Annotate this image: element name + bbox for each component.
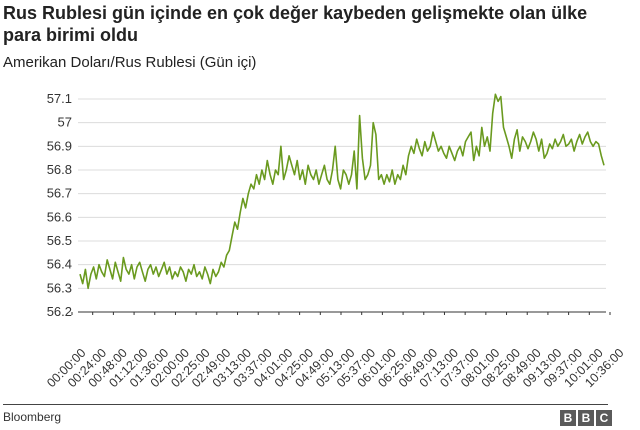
logo-letter-b1: B bbox=[560, 410, 576, 426]
footer-divider bbox=[3, 404, 608, 405]
y-tick-label: 57 bbox=[58, 115, 72, 130]
y-tick-label: 57.1 bbox=[47, 91, 72, 106]
y-tick-label: 56.6 bbox=[47, 209, 72, 224]
chart-subtitle: Amerikan Doları/Rus Rublesi (Gün içi) bbox=[3, 54, 257, 71]
y-tick-label: 56.4 bbox=[47, 257, 72, 272]
chart-title: Rus Rublesi gün içinde en çok değer kayb… bbox=[3, 3, 588, 45]
grid-lines bbox=[78, 98, 606, 313]
source-label: Bloomberg bbox=[3, 410, 62, 424]
line-chart: 57.1 57 56.9 56.8 56.7 56.6 56.5 56.4 56.3 56.2 0… bbox=[44, 91, 627, 390]
bbc-logo: B B C bbox=[560, 410, 612, 426]
y-tick-label: 56.7 bbox=[47, 186, 72, 201]
y-axis-ticks: 57.1 57 56.9 56.8 56.7 56.6 56.5 56.4 56.3 56.2 bbox=[47, 91, 72, 319]
series-line-0 bbox=[79, 93, 605, 290]
y-tick-label: 56.5 bbox=[47, 233, 72, 248]
y-tick-label: 56.2 bbox=[47, 304, 72, 319]
logo-letter-b2: B bbox=[578, 410, 594, 426]
y-tick-label: 56.8 bbox=[47, 162, 72, 177]
y-tick-label: 56.3 bbox=[47, 280, 72, 295]
y-tick-label: 56.9 bbox=[47, 138, 72, 153]
series-layer bbox=[79, 93, 605, 290]
logo-letter-c: C bbox=[596, 410, 612, 426]
x-axis-ticks: 00:00:0000:24:0000:48:0001:12:0001:36:00… bbox=[44, 312, 627, 390]
